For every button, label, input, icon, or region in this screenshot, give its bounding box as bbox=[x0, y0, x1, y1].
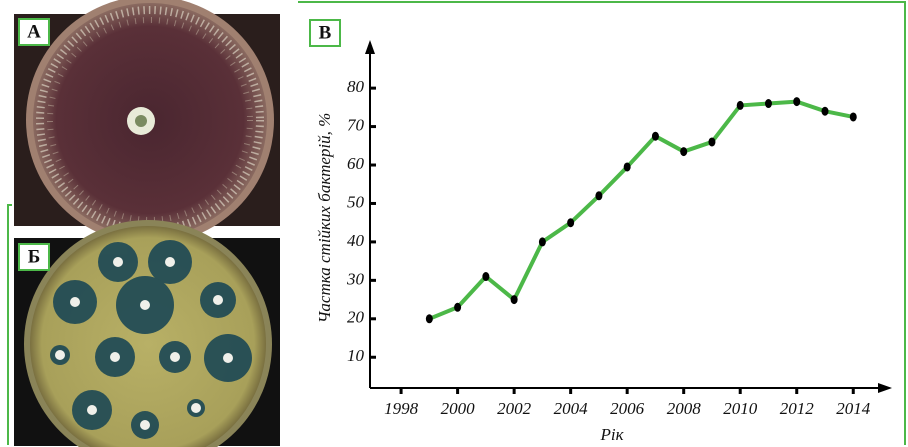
data-point bbox=[680, 147, 688, 157]
y-tick-label: 70 bbox=[347, 115, 365, 134]
y-tick-label: 40 bbox=[347, 231, 365, 250]
data-point bbox=[623, 162, 631, 172]
panel-label-box bbox=[18, 18, 50, 46]
x-tick-label: 2012 bbox=[780, 399, 815, 418]
frame bbox=[7, 1, 906, 445]
data-point bbox=[425, 314, 433, 324]
data-point bbox=[736, 100, 744, 110]
data-point bbox=[821, 106, 829, 116]
data-point bbox=[482, 272, 490, 282]
data-line bbox=[428, 99, 854, 321]
data-point bbox=[793, 97, 801, 107]
x-tick-label: 1998 bbox=[384, 399, 419, 418]
data-point bbox=[567, 218, 575, 228]
x-tick-label: 2006 bbox=[610, 399, 645, 418]
photo-b bbox=[14, 220, 280, 447]
y-tick-label: 20 bbox=[347, 308, 365, 327]
x-tick-label: 2004 bbox=[554, 399, 589, 418]
x-tick-label: 2008 bbox=[667, 399, 702, 418]
data-point bbox=[538, 237, 546, 247]
panel-label-box bbox=[309, 19, 341, 47]
data-point bbox=[849, 112, 857, 122]
photo-a bbox=[14, 0, 280, 244]
data-point bbox=[595, 191, 603, 201]
panel-label-box bbox=[18, 243, 50, 271]
axes bbox=[365, 40, 892, 393]
x-tick-label: 2014 bbox=[836, 399, 871, 418]
y-tick-label: 60 bbox=[347, 154, 365, 173]
data-point bbox=[454, 302, 462, 312]
panel-label: В bbox=[319, 22, 332, 43]
data-point bbox=[708, 137, 716, 147]
data-point bbox=[764, 99, 772, 109]
panel-label: Б bbox=[28, 246, 41, 267]
data-point bbox=[510, 295, 518, 305]
y-tick-label: 50 bbox=[347, 192, 365, 211]
x-tick-label: 2010 bbox=[723, 399, 758, 418]
y-tick-label: 30 bbox=[346, 269, 365, 288]
y-tick-label: 80 bbox=[347, 77, 365, 96]
x-axis-title: Рік bbox=[599, 425, 624, 444]
panel-label: А bbox=[27, 21, 41, 42]
x-tick-label: 2002 bbox=[497, 399, 532, 418]
y-axis-title: Частка стійких бактерій, % bbox=[315, 113, 334, 324]
data-point bbox=[651, 131, 659, 141]
y-tick-label: 10 bbox=[347, 346, 365, 365]
x-tick-label: 2000 bbox=[441, 399, 476, 418]
